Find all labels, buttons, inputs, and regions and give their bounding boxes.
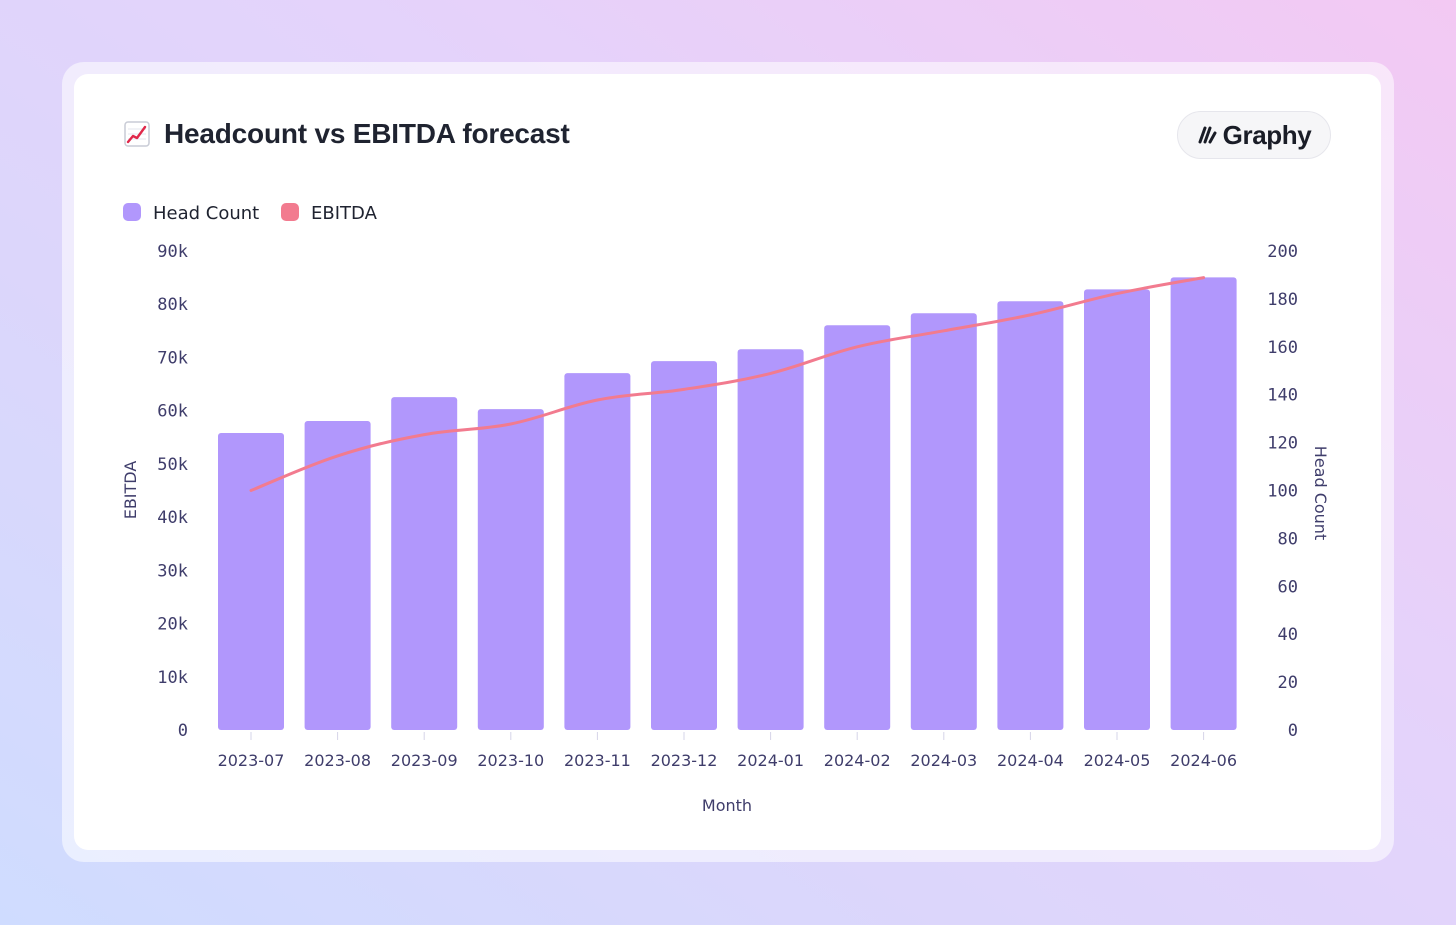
- y-right-tick-label: 120: [1267, 434, 1298, 454]
- head-count-bar[interactable]: [1170, 277, 1237, 730]
- head-count-bar[interactable]: [1084, 289, 1150, 730]
- x-tick-label: 2024-04: [997, 751, 1064, 770]
- ebitda-line-group: [249, 276, 1206, 492]
- y-left-tick-label: 0: [178, 721, 188, 741]
- x-tick-label: 2023-11: [564, 751, 631, 770]
- y-left-axis-title: EBITDA: [121, 461, 140, 520]
- y-left-tick-label: 70k: [157, 348, 188, 368]
- x-tick-label: 2024-02: [824, 751, 891, 770]
- y-right-tick-label: 140: [1267, 386, 1298, 406]
- chart-header: Headcount vs EBITDA forecast: [124, 118, 570, 150]
- head-count-bar[interactable]: [391, 397, 458, 730]
- x-tick-label: 2023-08: [304, 751, 371, 770]
- legend-item[interactable]: Head Count: [123, 203, 259, 224]
- legend-swatch: [281, 203, 299, 221]
- y-right-tick-label: 160: [1267, 338, 1298, 358]
- legend-swatch: [123, 203, 141, 221]
- y-left-tick-label: 80k: [157, 295, 188, 315]
- y-left-tick-label: 10k: [157, 668, 188, 688]
- chart-legend: Head Count EBITDA: [123, 203, 378, 224]
- x-tick-label: 2024-01: [737, 751, 804, 770]
- head-count-bar[interactable]: [218, 433, 284, 730]
- axis-titles: Month EBITDA Head Count: [121, 446, 1330, 815]
- head-count-bars: [218, 277, 1237, 730]
- y-right-tick-label: 100: [1267, 482, 1298, 502]
- y-left-tick-label: 50k: [157, 455, 188, 475]
- x-tick-label: 2024-03: [910, 751, 977, 770]
- head-count-bar[interactable]: [910, 313, 977, 730]
- y-left-tick-label: 40k: [157, 508, 188, 528]
- y-left-tick-label: 30k: [157, 561, 188, 581]
- x-axis: 2023-07 2023-08 2023-09 2023-10 2023-11 2023-…: [218, 732, 1237, 770]
- ebitda-line[interactable]: [249, 276, 1206, 492]
- y-right-axis-title: Head Count: [1311, 446, 1330, 540]
- head-count-bar[interactable]: [304, 421, 371, 730]
- x-tick-label: 2024-06: [1170, 751, 1237, 770]
- y-right-tick-label: 180: [1267, 290, 1298, 310]
- chart-title: Headcount vs EBITDA forecast: [164, 118, 570, 149]
- y-right-tick-label: 0: [1288, 721, 1298, 741]
- y-right-tick-label: 20: [1278, 673, 1298, 693]
- y-left-tick-label: 20k: [157, 615, 188, 635]
- x-tick-label: 2023-12: [651, 751, 718, 770]
- legend-label: EBITDA: [311, 203, 378, 224]
- legend-item[interactable]: EBITDA: [281, 203, 378, 224]
- y-right-tick-label: 80: [1278, 529, 1298, 549]
- head-count-bar[interactable]: [737, 349, 804, 730]
- y-axis-left: 0 10k 20k 30k 40k 50k 60k 70k 80k 90k: [157, 242, 188, 741]
- x-tick-label: 2023-07: [218, 751, 285, 770]
- y-left-tick-label: 60k: [157, 402, 188, 422]
- graphy-brand-label: Graphy: [1222, 119, 1312, 150]
- graphy-logo-icon: [1198, 126, 1217, 144]
- x-tick-label: 2024-05: [1084, 751, 1151, 770]
- head-count-bar[interactable]: [564, 373, 631, 730]
- head-count-bar[interactable]: [651, 361, 717, 730]
- chart-increasing-icon: [124, 121, 150, 147]
- head-count-bar[interactable]: [997, 301, 1064, 730]
- y-left-tick-label: 90k: [157, 242, 188, 262]
- y-axis-right: 0 20 40 60 80 100 120 140 160 180 200: [1267, 242, 1298, 741]
- head-count-bar[interactable]: [824, 325, 891, 730]
- head-count-bar[interactable]: [477, 409, 544, 730]
- y-right-tick-label: 200: [1267, 242, 1298, 262]
- graphy-brand-badge[interactable]: Graphy: [1177, 111, 1331, 159]
- legend-label: Head Count: [153, 203, 259, 224]
- x-tick-label: 2023-10: [477, 751, 544, 770]
- x-axis-title: Month: [702, 796, 752, 815]
- y-right-tick-label: 60: [1278, 577, 1298, 597]
- x-tick-label: 2023-09: [391, 751, 458, 770]
- y-right-tick-label: 40: [1278, 625, 1298, 645]
